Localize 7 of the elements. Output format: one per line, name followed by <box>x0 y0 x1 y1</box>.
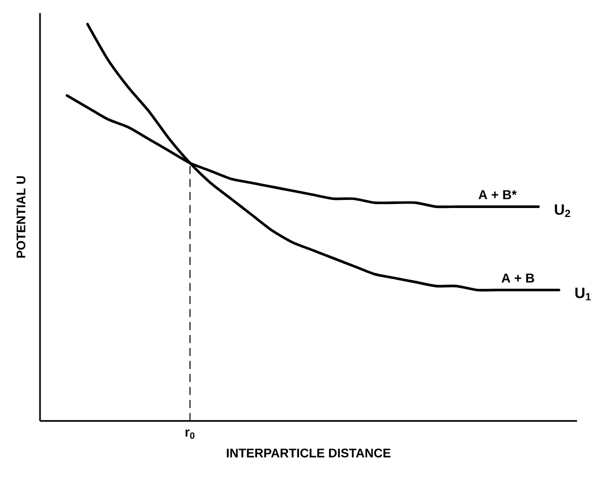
series-label: U$_{2}$ <box>554 204 570 217</box>
annotation: A + B <box>502 274 534 282</box>
annotation: A + B* <box>478 190 517 200</box>
y-axis-title: POTENTIAL U <box>16 176 26 258</box>
x-axis-title: INTERPARTICLE DISTANCE <box>226 448 390 458</box>
series-label: U$_{1}$ <box>575 288 591 300</box>
text: r$_{0}$ <box>186 430 194 439</box>
